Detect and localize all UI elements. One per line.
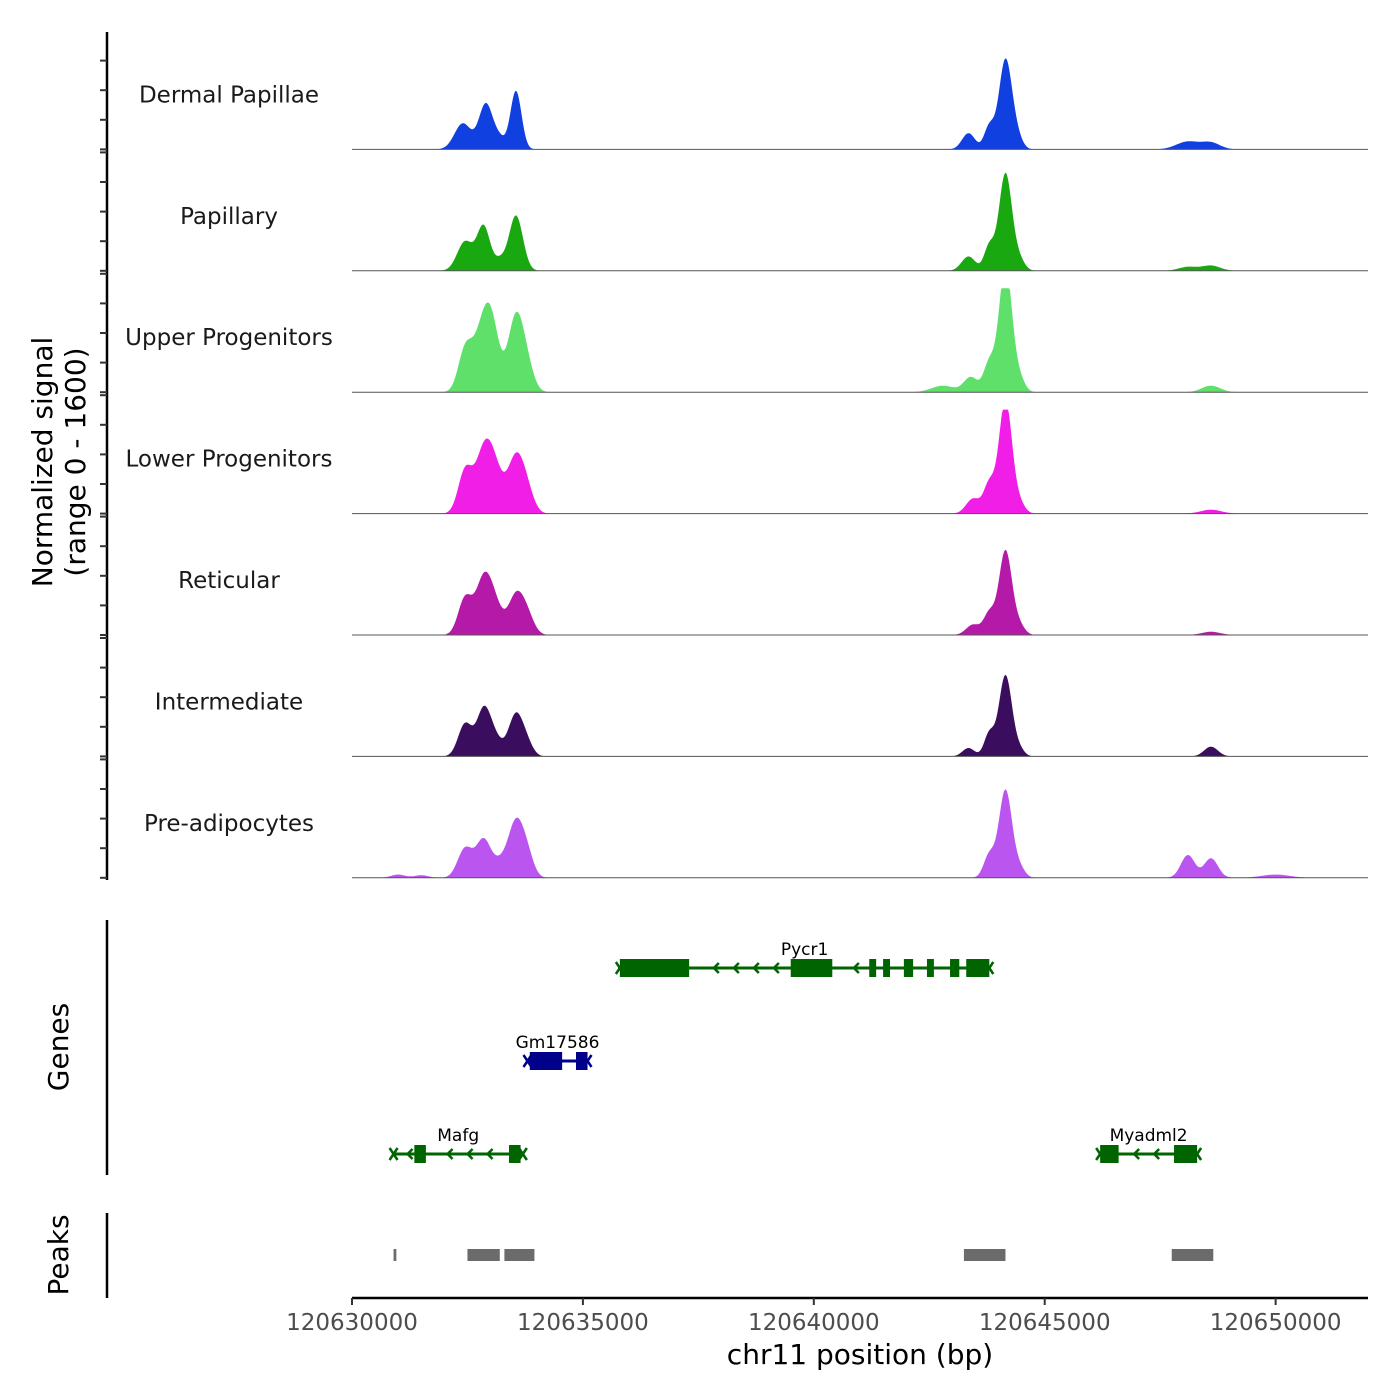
gene-end-cap [614, 961, 625, 975]
peak-track [393, 1249, 1214, 1261]
exon-block [575, 1052, 588, 1070]
strand-arrow-icon [852, 962, 860, 974]
peak-track-title: Peaks [42, 1214, 75, 1295]
exon-block [903, 959, 914, 977]
peak-region [467, 1249, 500, 1261]
x-tick-label: 120645000 [979, 1310, 1111, 1336]
gene-end-cap [522, 1054, 533, 1068]
exon-block [883, 959, 891, 977]
strand-arrow-icon [1132, 1148, 1141, 1160]
gene-myadml2: Myadml2 [1095, 1126, 1203, 1163]
coverage-area-dermal-papillae [352, 58, 1368, 150]
gene-end-cap [984, 961, 995, 975]
strand-arrow-icon [712, 962, 720, 974]
track-label-reticular: Reticular [178, 568, 280, 594]
strand-arrow-icon [772, 962, 780, 974]
track-lower-progenitors: Lower Progenitors [126, 409, 1368, 515]
exon-block [950, 959, 960, 977]
x-axis: 120630000 120635000 120640000 120645000 1206… [286, 1296, 1368, 1336]
gene-end-cap [582, 1054, 593, 1068]
track-intermediate: Intermediate [155, 675, 1368, 757]
exon-block [619, 959, 690, 977]
exon-block [414, 1145, 426, 1163]
gene-label-mafg: Mafg [437, 1126, 479, 1146]
track-label-dermal-papillae: Dermal Papillae [139, 82, 319, 108]
track-label-lower-progenitors: Lower Progenitors [126, 447, 333, 473]
gene-mafg: Mafg [388, 1126, 528, 1163]
strand-arrow-icon [732, 962, 740, 974]
peak-region [504, 1249, 535, 1261]
y-axis-title: Normalized signal [26, 337, 59, 588]
strand-arrow-icon [465, 1148, 474, 1160]
gene-track: Pycr1 Gm17586 Mafg Myadml2 [388, 940, 1203, 1163]
coverage-area-pre-adipocytes [352, 789, 1368, 878]
track-label-upper-progenitors: Upper Progenitors [125, 325, 333, 351]
exon-block [869, 959, 877, 977]
peak-region [963, 1249, 1006, 1261]
track-label-papillary: Papillary [180, 204, 278, 230]
strand-arrow-icon [445, 1148, 454, 1160]
track-papillary: Papillary [180, 172, 1368, 272]
strand-arrow-icon [752, 962, 760, 974]
coverage-area-intermediate [352, 675, 1368, 757]
x-axis-title: chr11 position (bp) [727, 1338, 993, 1371]
peak-region [1171, 1249, 1214, 1261]
signal-y-axis [100, 32, 109, 880]
track-reticular: Reticular [178, 550, 1368, 636]
track-label-intermediate: Intermediate [155, 689, 303, 715]
track-label-pre-adipocytes: Pre-adipocytes [144, 811, 314, 837]
exon-block [790, 959, 833, 977]
gene-end-cap [388, 1147, 399, 1161]
gene-end-cap [517, 1147, 528, 1161]
coverage-area-papillary [352, 172, 1368, 271]
x-tick-label: 120635000 [517, 1310, 649, 1336]
exon-block [1174, 1145, 1198, 1163]
gene-label-gm17586: Gm17586 [516, 1033, 600, 1053]
x-tick-label: 120640000 [748, 1310, 880, 1336]
exon-block [509, 1145, 521, 1163]
coverage-area-upper-progenitors [352, 288, 1368, 393]
gene-gm17586: Gm17586 [516, 1033, 600, 1070]
strand-arrow-icon [405, 1148, 414, 1160]
exon-block [529, 1052, 563, 1070]
exon-block [926, 959, 934, 977]
strand-arrow-icon [485, 1148, 494, 1160]
gene-label-myadml2: Myadml2 [1110, 1126, 1188, 1146]
coverage-area-reticular [352, 550, 1368, 635]
gene-end-cap [1192, 1147, 1203, 1161]
strand-arrow-icon [1152, 1148, 1161, 1160]
track-upper-progenitors: Upper Progenitors [125, 288, 1368, 393]
coverage-area-lower-progenitors [352, 409, 1368, 514]
track-pre-adipocytes: Pre-adipocytes [144, 789, 1368, 879]
gene-label-pycr1: Pycr1 [781, 940, 828, 960]
coverage-tracks: Dermal Papillae Papillary Upper Progenitor… [125, 58, 1368, 879]
y-axis-range: (range 0 - 1600) [59, 347, 92, 576]
track-dermal-papillae: Dermal Papillae [139, 58, 1368, 150]
peak-region [393, 1249, 397, 1261]
exon-block [1100, 1145, 1119, 1163]
x-tick-label: 120650000 [1210, 1310, 1342, 1336]
gene-pycr1: Pycr1 [614, 940, 995, 977]
gene-end-cap [1095, 1147, 1106, 1161]
x-tick-label: 120630000 [286, 1310, 418, 1336]
exon-block [966, 959, 990, 977]
gene-track-title: Genes [42, 1003, 75, 1091]
